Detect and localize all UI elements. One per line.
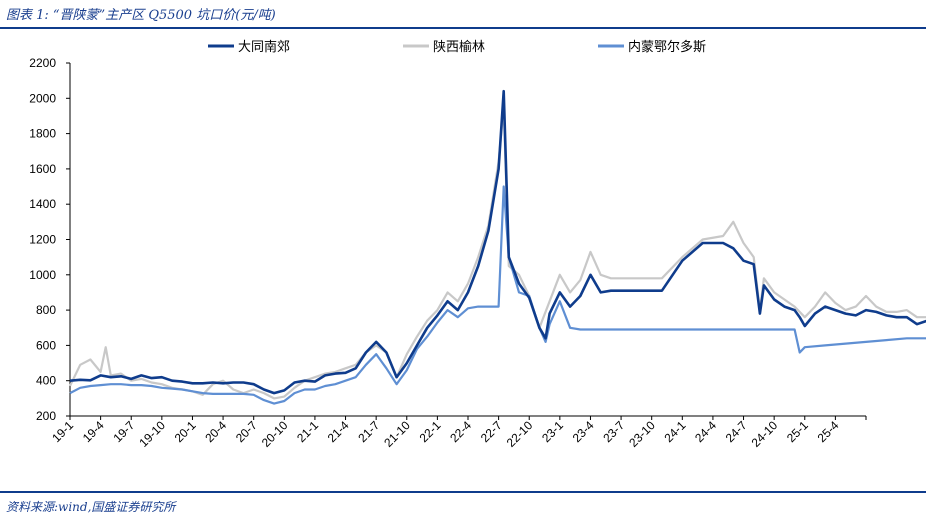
y-tick-label: 1200 [29, 233, 56, 247]
x-tick-label: 24-7 [723, 418, 750, 445]
series-line-3 [69, 185, 926, 405]
x-tick-label: 20-1 [172, 418, 199, 445]
x-tick-label: 21-10 [381, 418, 413, 450]
y-tick-label: 200 [36, 409, 56, 423]
y-tick-label: 1800 [29, 127, 56, 141]
top-rule [0, 27, 926, 29]
series-line-1 [69, 89, 926, 395]
x-tick-label: 19-4 [80, 418, 107, 445]
x-tick-label: 23-1 [539, 418, 566, 445]
chart-axes: 200 400 600 800 1000 1200 1400 1600 1800 2000 2200… [29, 56, 867, 450]
legend-label-2: 陕西榆林 [433, 40, 485, 55]
x-tick-label: 24-1 [662, 418, 689, 445]
series-line-2 [69, 105, 926, 400]
chart-series [69, 89, 926, 405]
chart-title: 图表 1: “晋陕蒙”主产区 Q5500 坑口价(元/吨) [6, 8, 276, 23]
y-tick-label: 400 [36, 374, 56, 388]
x-tick-label: 23-7 [600, 418, 627, 445]
y-tick-label: 800 [36, 303, 56, 317]
x-tick-label: 21-1 [294, 418, 321, 445]
x-tick-label: 22-10 [504, 418, 536, 450]
x-tick-label: 20-10 [259, 418, 291, 450]
y-tick-label: 1000 [29, 268, 56, 282]
x-tick-label: 25-1 [784, 418, 811, 445]
x-tick-label: 22-1 [417, 418, 444, 445]
y-tick-label: 1600 [29, 162, 56, 176]
y-tick-label: 2200 [29, 56, 56, 70]
bottom-rule [0, 491, 926, 493]
x-tick-label: 19-7 [110, 418, 137, 445]
x-tick-label: 24-10 [749, 418, 781, 450]
y-tick-label: 600 [36, 338, 56, 352]
x-tick-label: 24-4 [692, 418, 719, 445]
y-tick-label: 2000 [29, 91, 56, 105]
x-tick-label: 20-7 [233, 418, 260, 445]
source-note: 资料来源:wind,国盛证券研究所 [6, 500, 176, 514]
x-tick-label: 22-7 [478, 418, 505, 445]
legend-label-3: 内蒙鄂尔多斯 [628, 39, 706, 55]
x-tick-label: 23-10 [626, 418, 658, 450]
x-tick-label: 23-4 [570, 418, 597, 445]
legend-label-1: 大同南郊 [238, 39, 290, 55]
x-tick-label: 19-10 [136, 418, 168, 450]
x-tick-label: 22-4 [447, 418, 474, 445]
x-tick-label: 25-4 [815, 418, 842, 445]
chart-legend: 大同南郊 陕西榆林 内蒙鄂尔多斯 [208, 39, 706, 55]
y-tick-label: 1400 [29, 197, 56, 211]
x-tick-label: 21-7 [355, 418, 382, 445]
x-tick-label: 21-4 [325, 418, 352, 445]
x-tick-label: 20-4 [202, 418, 229, 445]
